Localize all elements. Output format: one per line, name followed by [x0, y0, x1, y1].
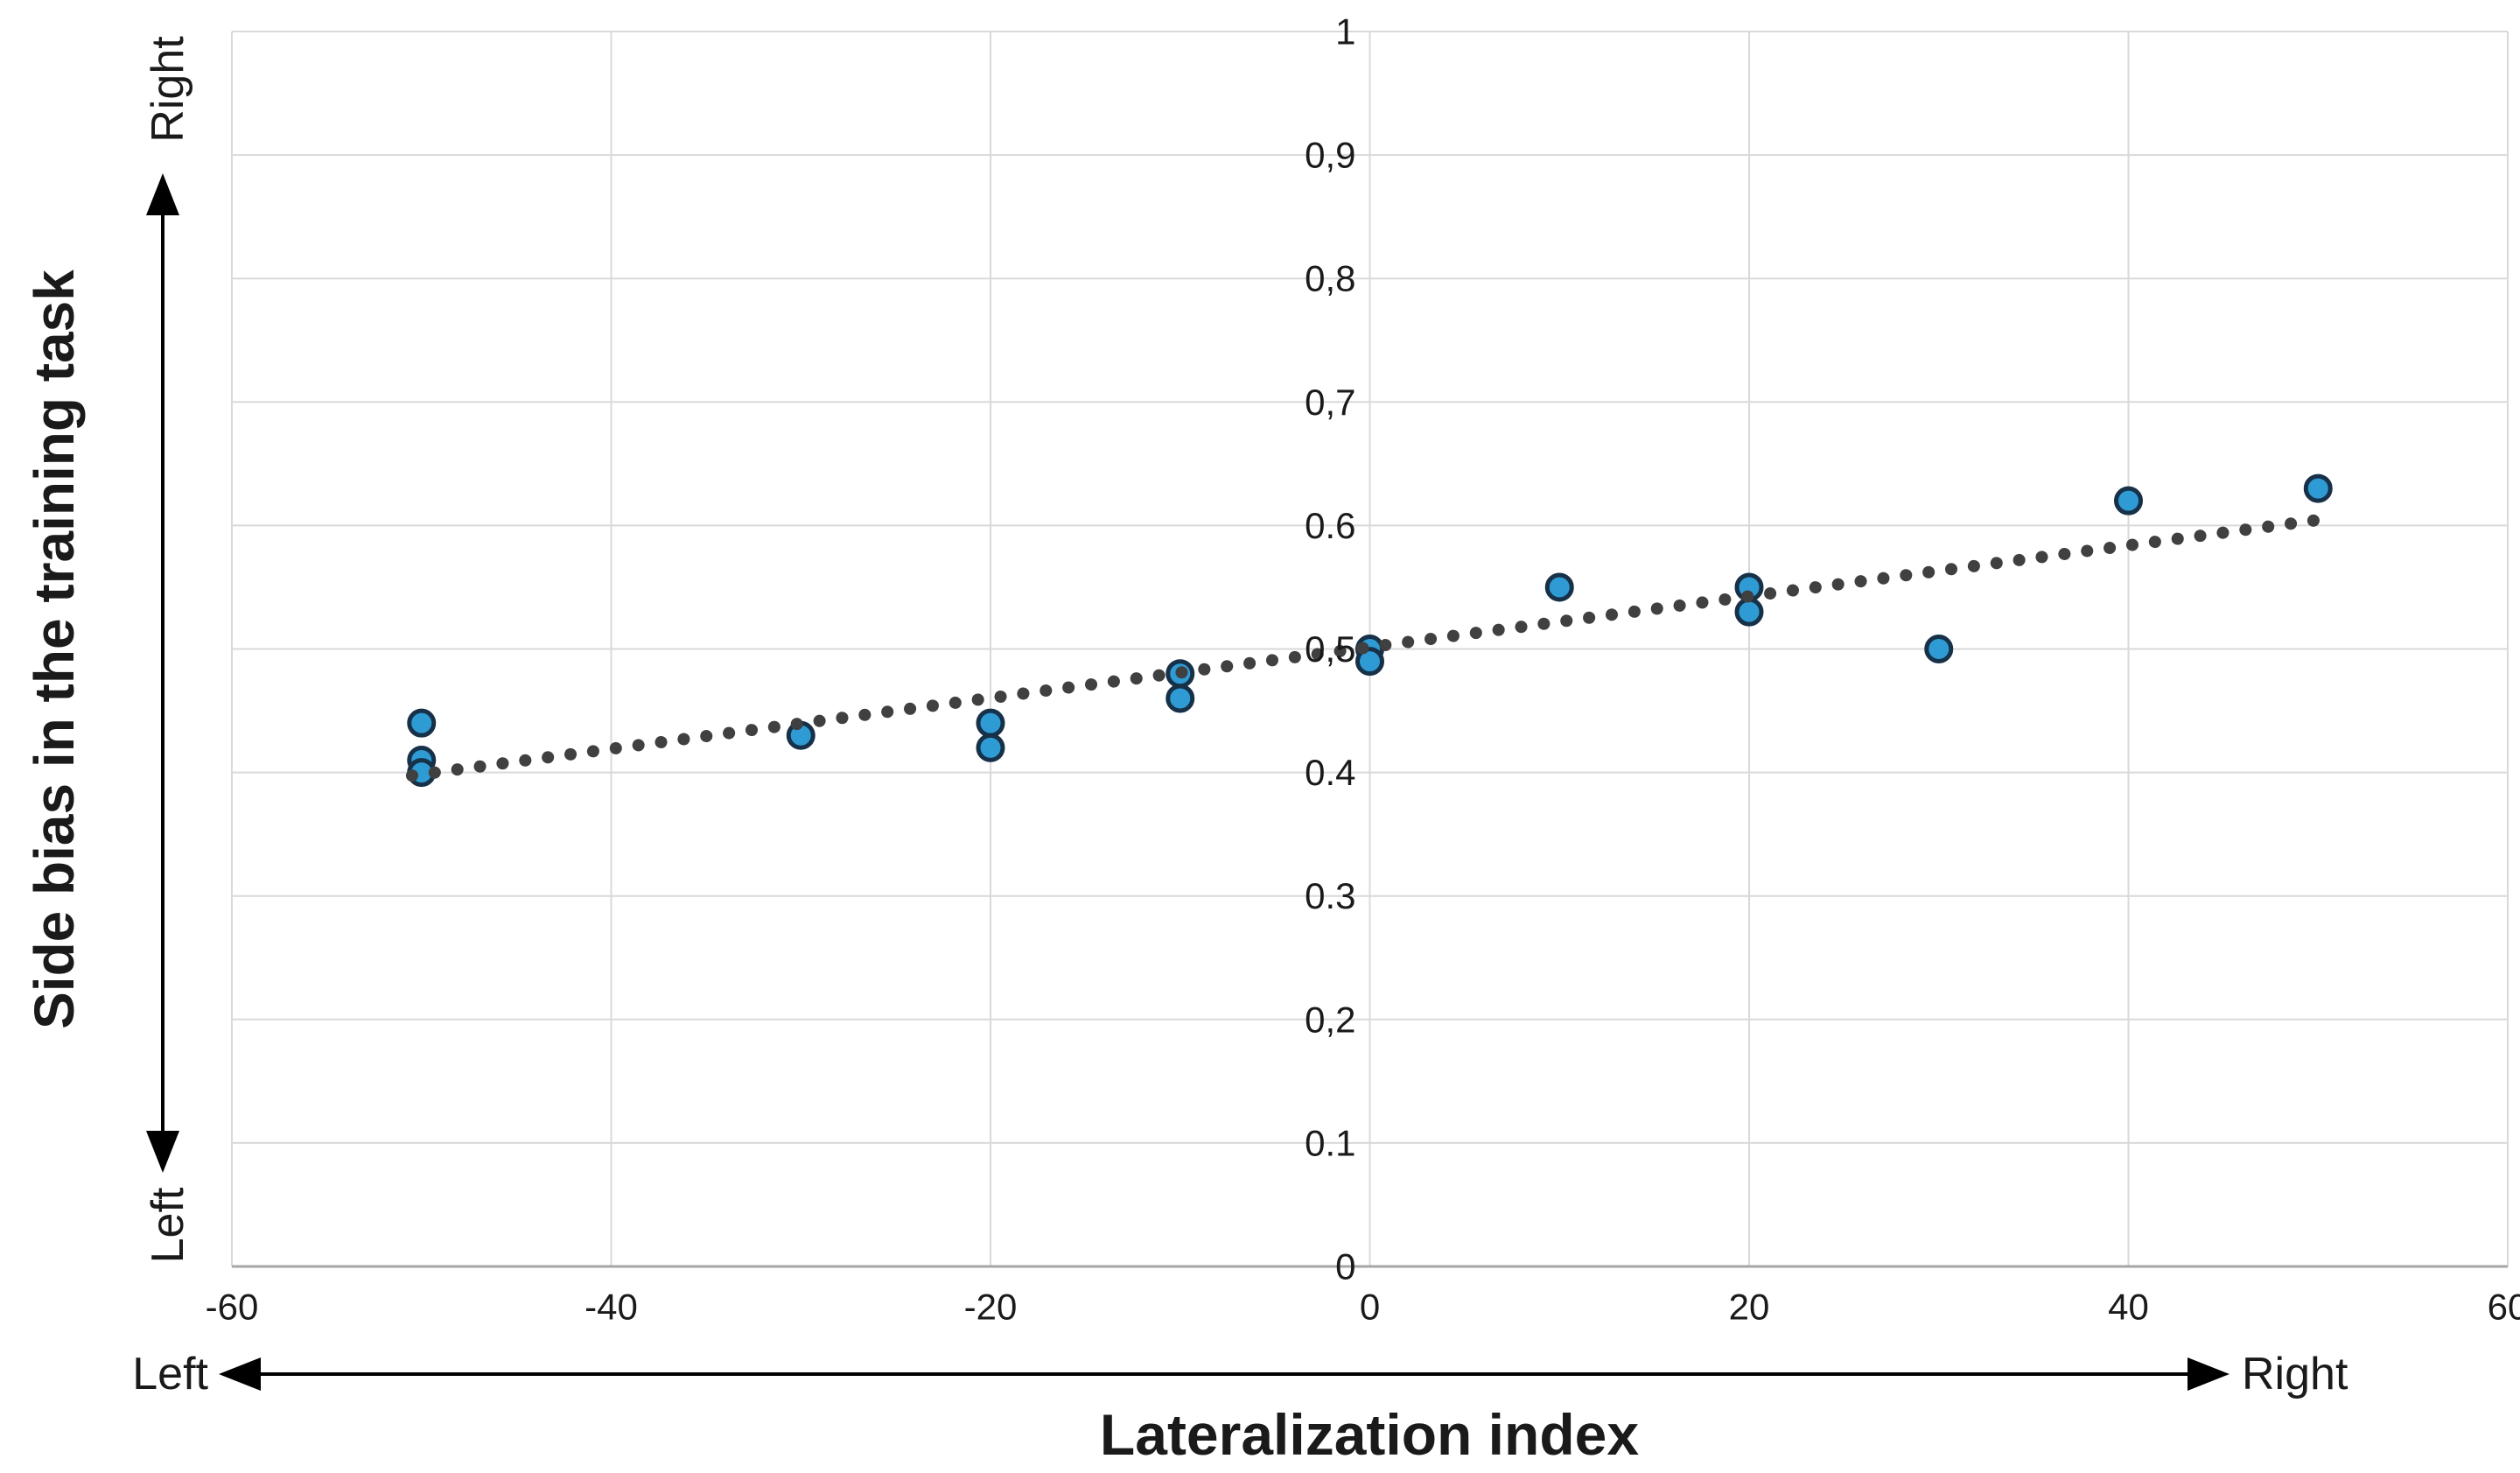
- data-point: [1924, 635, 1954, 663]
- arrow-down-icon: [146, 1131, 179, 1173]
- y-axis-left-label: Left: [143, 1187, 193, 1263]
- data-point: [1166, 684, 1195, 713]
- x-axis-direction-arrow: [219, 1357, 2230, 1391]
- tick-labels: 1 0,9 0,8 0,7 0.6 0,5 0.4 0.3 0,2 0.1 0 -60 -40 -20 0 2…: [206, 11, 2520, 1328]
- data-points: [407, 473, 2333, 788]
- x-tick-label: 0: [1360, 1287, 1380, 1328]
- trendline: [405, 512, 2334, 782]
- data-point: [976, 733, 1005, 762]
- y-axis-title: Side bias in the training task: [23, 270, 86, 1029]
- y-tick-label: 0,8: [1305, 258, 1355, 299]
- y-tick-label: 0,9: [1305, 135, 1355, 176]
- x-tick-label: 20: [1729, 1287, 1770, 1328]
- y-axis-direction-arrow: [146, 173, 179, 1173]
- y-tick-label: 0.3: [1305, 875, 1355, 916]
- data-point: [1355, 647, 1384, 677]
- y-tick-label: 1: [1335, 11, 1355, 53]
- y-tick-label: 0: [1335, 1246, 1355, 1287]
- arrow-up-icon: [146, 173, 179, 215]
- arrow-right-icon: [2188, 1357, 2230, 1391]
- y-tick-label: 0,2: [1305, 999, 1355, 1040]
- data-point: [407, 708, 437, 738]
- data-point: [1544, 572, 1574, 602]
- data-point: [2114, 486, 2143, 516]
- x-tick-label: 60: [2488, 1287, 2520, 1328]
- x-tick-label: -20: [964, 1287, 1018, 1328]
- x-axis-right-label: Right: [2242, 1349, 2348, 1399]
- y-tick-label: 0,7: [1305, 382, 1355, 423]
- arrow-left-icon: [219, 1357, 261, 1391]
- y-tick-label: 0.4: [1305, 752, 1355, 793]
- trendline-layer: [405, 512, 2334, 782]
- data-point: [2303, 473, 2333, 503]
- x-tick-label: -60: [206, 1287, 259, 1328]
- data-point: [1734, 597, 1764, 627]
- x-tick-label: -40: [584, 1287, 638, 1328]
- x-tick-label: 40: [2108, 1287, 2149, 1328]
- x-axis-left-label: Left: [132, 1349, 208, 1399]
- y-tick-label: 0.1: [1305, 1122, 1355, 1163]
- x-axis-title: Lateralization index: [1100, 1402, 1639, 1467]
- y-axis-right-label: Right: [143, 36, 193, 143]
- y-tick-label: 0.6: [1305, 505, 1355, 546]
- data-point: [976, 708, 1005, 738]
- y-tick-label: 0,5: [1305, 628, 1355, 670]
